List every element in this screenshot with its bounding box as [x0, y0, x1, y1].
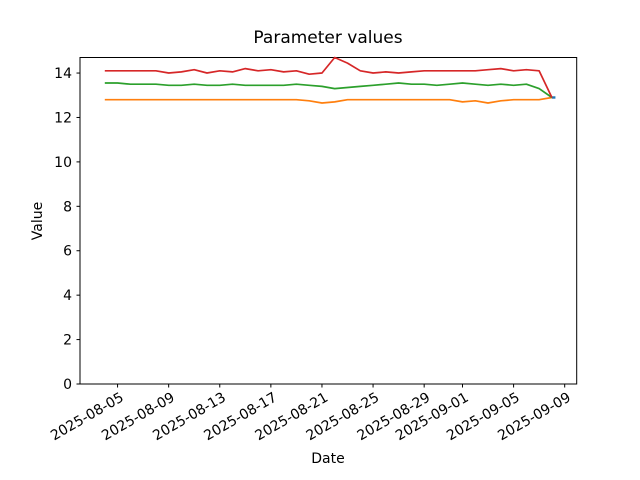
y-tick-label: 12 [54, 110, 72, 126]
y-tick-label: 4 [63, 288, 72, 304]
series-layer [104, 56, 556, 104]
y-axis-label: Value [30, 202, 46, 240]
y-tick-label: 14 [54, 66, 72, 82]
y-tick-label: 8 [63, 199, 72, 215]
series-line-orange [104, 96, 553, 104]
y-tick-label: 10 [54, 155, 72, 171]
y-tick-label: 6 [63, 244, 72, 260]
y-tick-label: 0 [63, 377, 72, 393]
series-line-red [104, 56, 553, 98]
axes-spines [79, 57, 578, 385]
chart-title: Parameter values [253, 28, 402, 48]
axes-layer: 024681012142025-08-052025-08-092025-08-1… [48, 57, 578, 444]
series-line-green [104, 82, 553, 99]
x-axis-label: Date [311, 451, 344, 467]
y-tick-label: 2 [63, 333, 72, 349]
